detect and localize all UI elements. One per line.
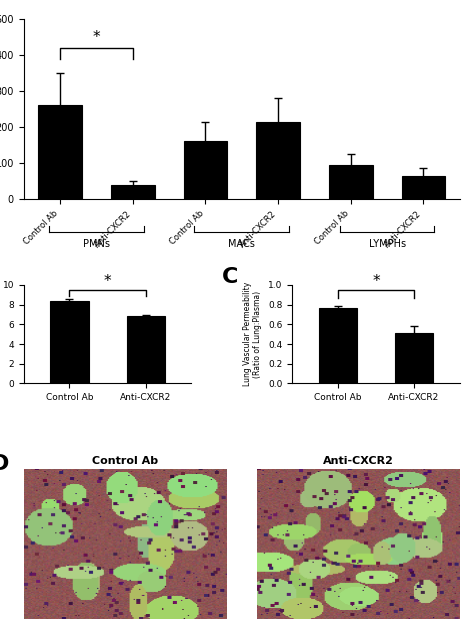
Text: LYMPHs: LYMPHs: [369, 239, 406, 249]
Bar: [111, 185, 155, 199]
Title: Anti-CXCR2: Anti-CXCR2: [323, 456, 394, 466]
Bar: [50, 301, 89, 384]
Y-axis label: Lung Vascular Permeability
(Ratio of Lung:Plasma): Lung Vascular Permeability (Ratio of Lun…: [243, 282, 263, 386]
Text: *: *: [372, 274, 380, 289]
Bar: [127, 317, 165, 384]
Text: D: D: [0, 454, 9, 474]
Text: *: *: [104, 274, 111, 289]
Text: MACs: MACs: [228, 239, 255, 249]
Bar: [395, 333, 433, 384]
Bar: [401, 176, 445, 199]
Bar: [183, 142, 227, 199]
Text: *: *: [92, 30, 100, 45]
Bar: [256, 121, 300, 199]
Text: C: C: [222, 267, 238, 287]
Bar: [319, 308, 357, 384]
Bar: [38, 106, 82, 199]
Text: PMNs: PMNs: [83, 239, 110, 249]
Bar: [329, 165, 373, 199]
Title: Control Ab: Control Ab: [92, 456, 158, 466]
